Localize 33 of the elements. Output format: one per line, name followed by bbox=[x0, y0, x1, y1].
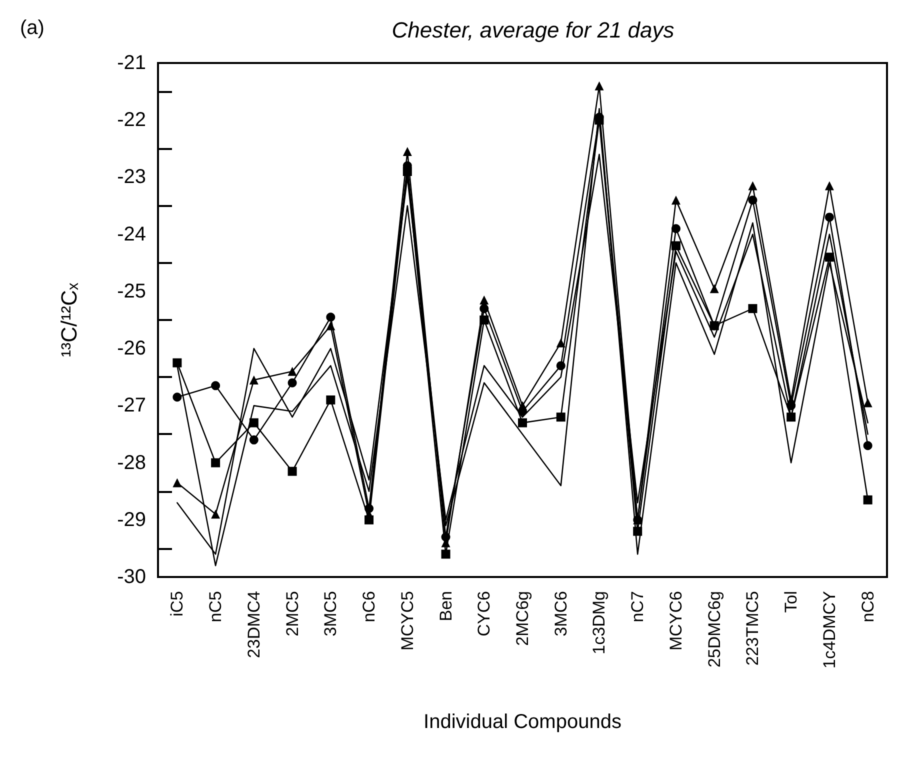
y-tick-label: -26 bbox=[117, 338, 146, 360]
x-tick-label: 2MC5 bbox=[282, 591, 302, 636]
x-tick-label: nC5 bbox=[206, 591, 226, 622]
x-tick-label: 2MC6g bbox=[513, 591, 532, 646]
y-tick-label: -29 bbox=[117, 508, 146, 531]
x-tick-label: nC6 bbox=[360, 591, 379, 622]
x-tick-label: CYC6 bbox=[474, 591, 494, 636]
x-tick-label: 223TMC5 bbox=[743, 591, 762, 666]
x-tick-label: 23DMC4 bbox=[244, 591, 264, 658]
y-tick-label: -28 bbox=[117, 452, 146, 474]
x-tick-label: 1c3DMg bbox=[590, 591, 609, 654]
x-tick-label: 1c4DMCY bbox=[820, 591, 839, 668]
x-tick-label: nC8 bbox=[858, 591, 878, 622]
x-tick-label: MCYC6 bbox=[666, 591, 686, 651]
x-tick-label: iC5 bbox=[168, 591, 187, 617]
x-tick-label: nC7 bbox=[628, 591, 648, 622]
y-tick-label: -25 bbox=[117, 280, 146, 302]
x-tick-label: MCYC5 bbox=[398, 591, 417, 651]
x-axis-title: Individual Compounds bbox=[424, 711, 622, 733]
x-tick-label: 3MC6 bbox=[551, 591, 570, 636]
y-tick-label: -23 bbox=[117, 166, 146, 188]
y-tick-label: -24 bbox=[117, 223, 146, 246]
x-tick-label: 25DMC6g bbox=[704, 591, 724, 668]
y-axis-title: ¹³C/¹²Cₓ bbox=[56, 282, 82, 358]
text: (a) bbox=[20, 17, 44, 39]
x-tick-label: Tol bbox=[782, 591, 801, 613]
y-tick-label: -27 bbox=[117, 394, 146, 417]
x-tick-label: 3MC5 bbox=[321, 591, 340, 636]
y-tick-label: -22 bbox=[117, 109, 146, 132]
chart-title: Chester, average for 21 days bbox=[392, 18, 674, 42]
y-tick-label: -30 bbox=[117, 566, 146, 588]
y-tick-label: -21 bbox=[117, 52, 146, 74]
x-tick-label: Ben bbox=[436, 591, 456, 622]
